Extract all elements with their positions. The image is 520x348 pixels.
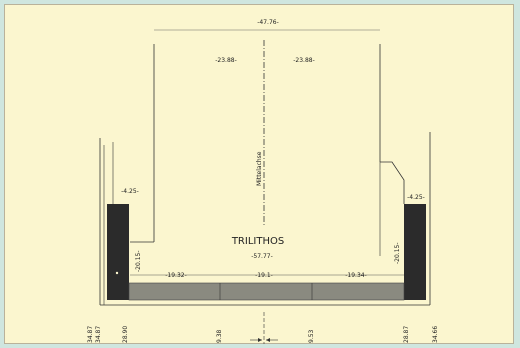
base-dimension-label: -57.77-: [251, 253, 273, 260]
right-column-height-label: -20.15-: [394, 242, 401, 264]
base-segment-middle-label: -19.1-: [255, 272, 273, 279]
right-half-dimension-label: -23.88-: [293, 57, 315, 64]
bottom-label-far-right: 34.66: [432, 326, 439, 343]
bottom-label-far-left-b: 34.87: [95, 326, 102, 343]
bottom-label-left: 28.90: [122, 326, 129, 343]
left-half-dimension-label: -23.88-: [215, 57, 237, 64]
base-segment-right-label: -19.34-: [345, 272, 367, 279]
right-arrow-icon: [266, 338, 270, 342]
top-dimension-label: -47.76-: [257, 19, 279, 26]
base-beam: [128, 282, 405, 301]
left-column-width-label: -4.25-: [121, 188, 139, 195]
right-outline-slope: [380, 161, 405, 204]
left-column-marker: [115, 271, 119, 275]
drawing-title: TRILITHOS: [231, 236, 284, 247]
bottom-label-center-left: 9.38: [216, 329, 223, 343]
bottom-label-right: 28.87: [403, 326, 410, 343]
bottom-label-center-right: 9.53: [308, 329, 315, 343]
left-arrow-icon: [258, 338, 262, 342]
center-axis-label: Mittelachse: [256, 151, 263, 186]
left-column-height-label: -20.15-: [135, 250, 142, 272]
right-column-width-label: -4.25-: [407, 194, 425, 201]
left-column: [107, 204, 129, 300]
right-column: [404, 204, 426, 300]
base-segment-left-label: -19.32-: [165, 272, 187, 279]
bottom-label-far-left-a: 34.87: [87, 326, 94, 343]
